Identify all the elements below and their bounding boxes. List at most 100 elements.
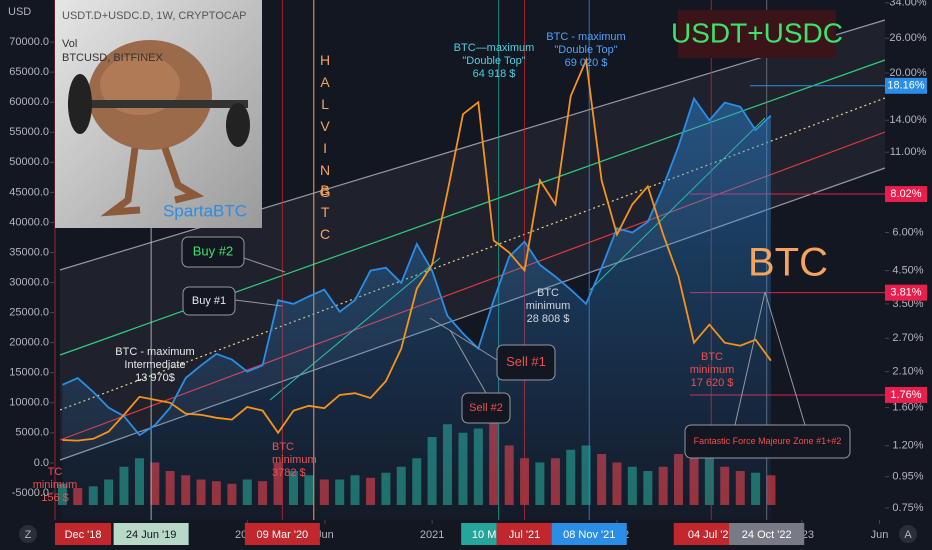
annotation: BTC—maximum bbox=[454, 42, 535, 54]
volume-bar bbox=[766, 475, 776, 505]
volume-bar bbox=[57, 483, 67, 505]
y-tick-label: 70000.0 bbox=[9, 36, 49, 48]
level-box bbox=[885, 186, 927, 203]
annotation: minimum bbox=[526, 300, 571, 312]
annotation: 156 $ bbox=[41, 492, 69, 504]
legs bbox=[100, 146, 205, 217]
x-marker-box bbox=[496, 523, 553, 545]
headline: USDT+USDC bbox=[671, 17, 843, 48]
chart-title: USDT.D+USDC.D, 1W, CRYPTOCAP bbox=[62, 10, 247, 22]
weight bbox=[68, 74, 92, 134]
x-marker-box bbox=[244, 523, 320, 545]
channel-top bbox=[59, 19, 886, 271]
annotation: "Double Top" bbox=[462, 55, 525, 67]
annotation: minimum bbox=[690, 364, 735, 376]
y-tick-label: 5000.0 bbox=[15, 427, 49, 439]
x-marker-label: 08 Nov '21 bbox=[563, 529, 615, 541]
icon-label[interactable]: A bbox=[904, 529, 912, 541]
y-tick-label: 20000.0 bbox=[9, 337, 49, 349]
y-tick-label: 25000.0 bbox=[9, 307, 49, 319]
x-marker-label: 24 Oct '22 bbox=[742, 529, 792, 541]
y2-tick-label: 1.60% bbox=[892, 402, 923, 414]
x-marker-label: Jul '21 bbox=[509, 529, 540, 541]
y2-tick-label: 3.50% bbox=[892, 298, 923, 310]
icon-label[interactable]: Z bbox=[25, 529, 32, 541]
x-marker-label: 09 Mar '20 bbox=[257, 529, 309, 541]
y2-tick-label: 1.20% bbox=[892, 440, 923, 452]
weight bbox=[226, 103, 250, 147]
pointer bbox=[234, 299, 283, 307]
y2-tick-label: 2.70% bbox=[892, 332, 923, 344]
annotation: BTC bbox=[701, 351, 723, 363]
btc-label: BTC bbox=[748, 241, 828, 285]
annotation-box bbox=[181, 236, 245, 268]
y2-tick-label: 14.00% bbox=[889, 114, 927, 126]
y-tick-label: 35000.0 bbox=[9, 246, 49, 258]
series-line bbox=[62, 96, 772, 437]
x-marker-label: 04 Jul '22 bbox=[688, 529, 735, 541]
annotation: 17 620 $ bbox=[691, 377, 734, 389]
bar bbox=[68, 100, 248, 108]
annotation: minimum bbox=[272, 454, 317, 466]
annotation: BTC - maximum bbox=[115, 346, 194, 358]
y-tick-label: 15000.0 bbox=[9, 367, 49, 379]
level-box bbox=[885, 77, 927, 94]
x-marker-label: 24 Jun '19 bbox=[126, 529, 176, 541]
y-tick-label: 0.0 bbox=[34, 457, 49, 469]
annotation: "Double Top" bbox=[554, 44, 617, 56]
y2-tick-label: 2.10% bbox=[892, 365, 923, 377]
series-line bbox=[62, 56, 772, 442]
headline-box bbox=[678, 10, 836, 58]
y-tick-label: 60000.0 bbox=[9, 96, 49, 108]
annotation: BTC bbox=[537, 287, 559, 299]
series-area bbox=[62, 98, 771, 520]
y2-tick-label: 11.00% bbox=[890, 146, 927, 158]
annotation: Sell #1 bbox=[506, 354, 546, 369]
pointer bbox=[449, 329, 487, 394]
y-axis-label: USD bbox=[8, 6, 31, 18]
y2-tick-label: 4.50% bbox=[892, 265, 923, 277]
annotation: 69 020 $ bbox=[565, 57, 608, 69]
legend-line: Vol bbox=[62, 38, 77, 50]
annotation: Buy #2 bbox=[193, 243, 233, 258]
x-marker-box bbox=[729, 523, 805, 545]
x-marker-box bbox=[113, 523, 189, 545]
y-tick-label: 45000.0 bbox=[9, 186, 49, 198]
icon[interactable] bbox=[899, 525, 917, 543]
axes: -5000.0 0.0 5000.0 10000.0 15000.0 20000.0 250… bbox=[9, 0, 927, 545]
annotation: 3782 $ bbox=[272, 467, 306, 479]
annotation-box bbox=[182, 286, 236, 316]
y2-tick-label: 0.95% bbox=[892, 471, 923, 483]
pointer bbox=[734, 291, 766, 426]
y2-tick-label: 34.00% bbox=[889, 0, 927, 9]
annotation: TC bbox=[48, 466, 63, 478]
level-box bbox=[885, 284, 927, 301]
y-tick-label: 55000.0 bbox=[9, 126, 49, 138]
pointer bbox=[429, 317, 498, 361]
annotation-box bbox=[461, 392, 511, 424]
x-tick-label: Jun bbox=[871, 529, 889, 541]
y-tick-label: -5000.0 bbox=[12, 487, 49, 499]
annotation: Buy #1 bbox=[192, 295, 226, 307]
annotation: BTC - maximum bbox=[546, 31, 625, 43]
level-label: 1.76% bbox=[890, 389, 921, 401]
annotation: BTC bbox=[272, 441, 294, 453]
level-label: 18.16% bbox=[887, 80, 925, 92]
y2-tick-label: 0.75% bbox=[892, 502, 923, 514]
annotation: minimum bbox=[33, 479, 78, 491]
image-caption: SpartaBTC bbox=[163, 201, 247, 220]
annotation-box bbox=[684, 424, 851, 459]
halving-label: HALVING bbox=[317, 52, 333, 206]
annotation: 28 808 $ bbox=[527, 313, 570, 325]
annotation: Sell #2 bbox=[469, 402, 503, 414]
y-tick-label: 65000.0 bbox=[9, 66, 49, 78]
pointer bbox=[764, 291, 806, 426]
x-tick-label: Jun bbox=[316, 529, 334, 541]
y-tick-label: 10000.0 bbox=[9, 397, 49, 409]
annotation-box bbox=[496, 344, 556, 381]
level-label: 3.81% bbox=[890, 287, 921, 299]
halving-label: BTC bbox=[317, 182, 333, 248]
icon[interactable] bbox=[19, 525, 37, 543]
